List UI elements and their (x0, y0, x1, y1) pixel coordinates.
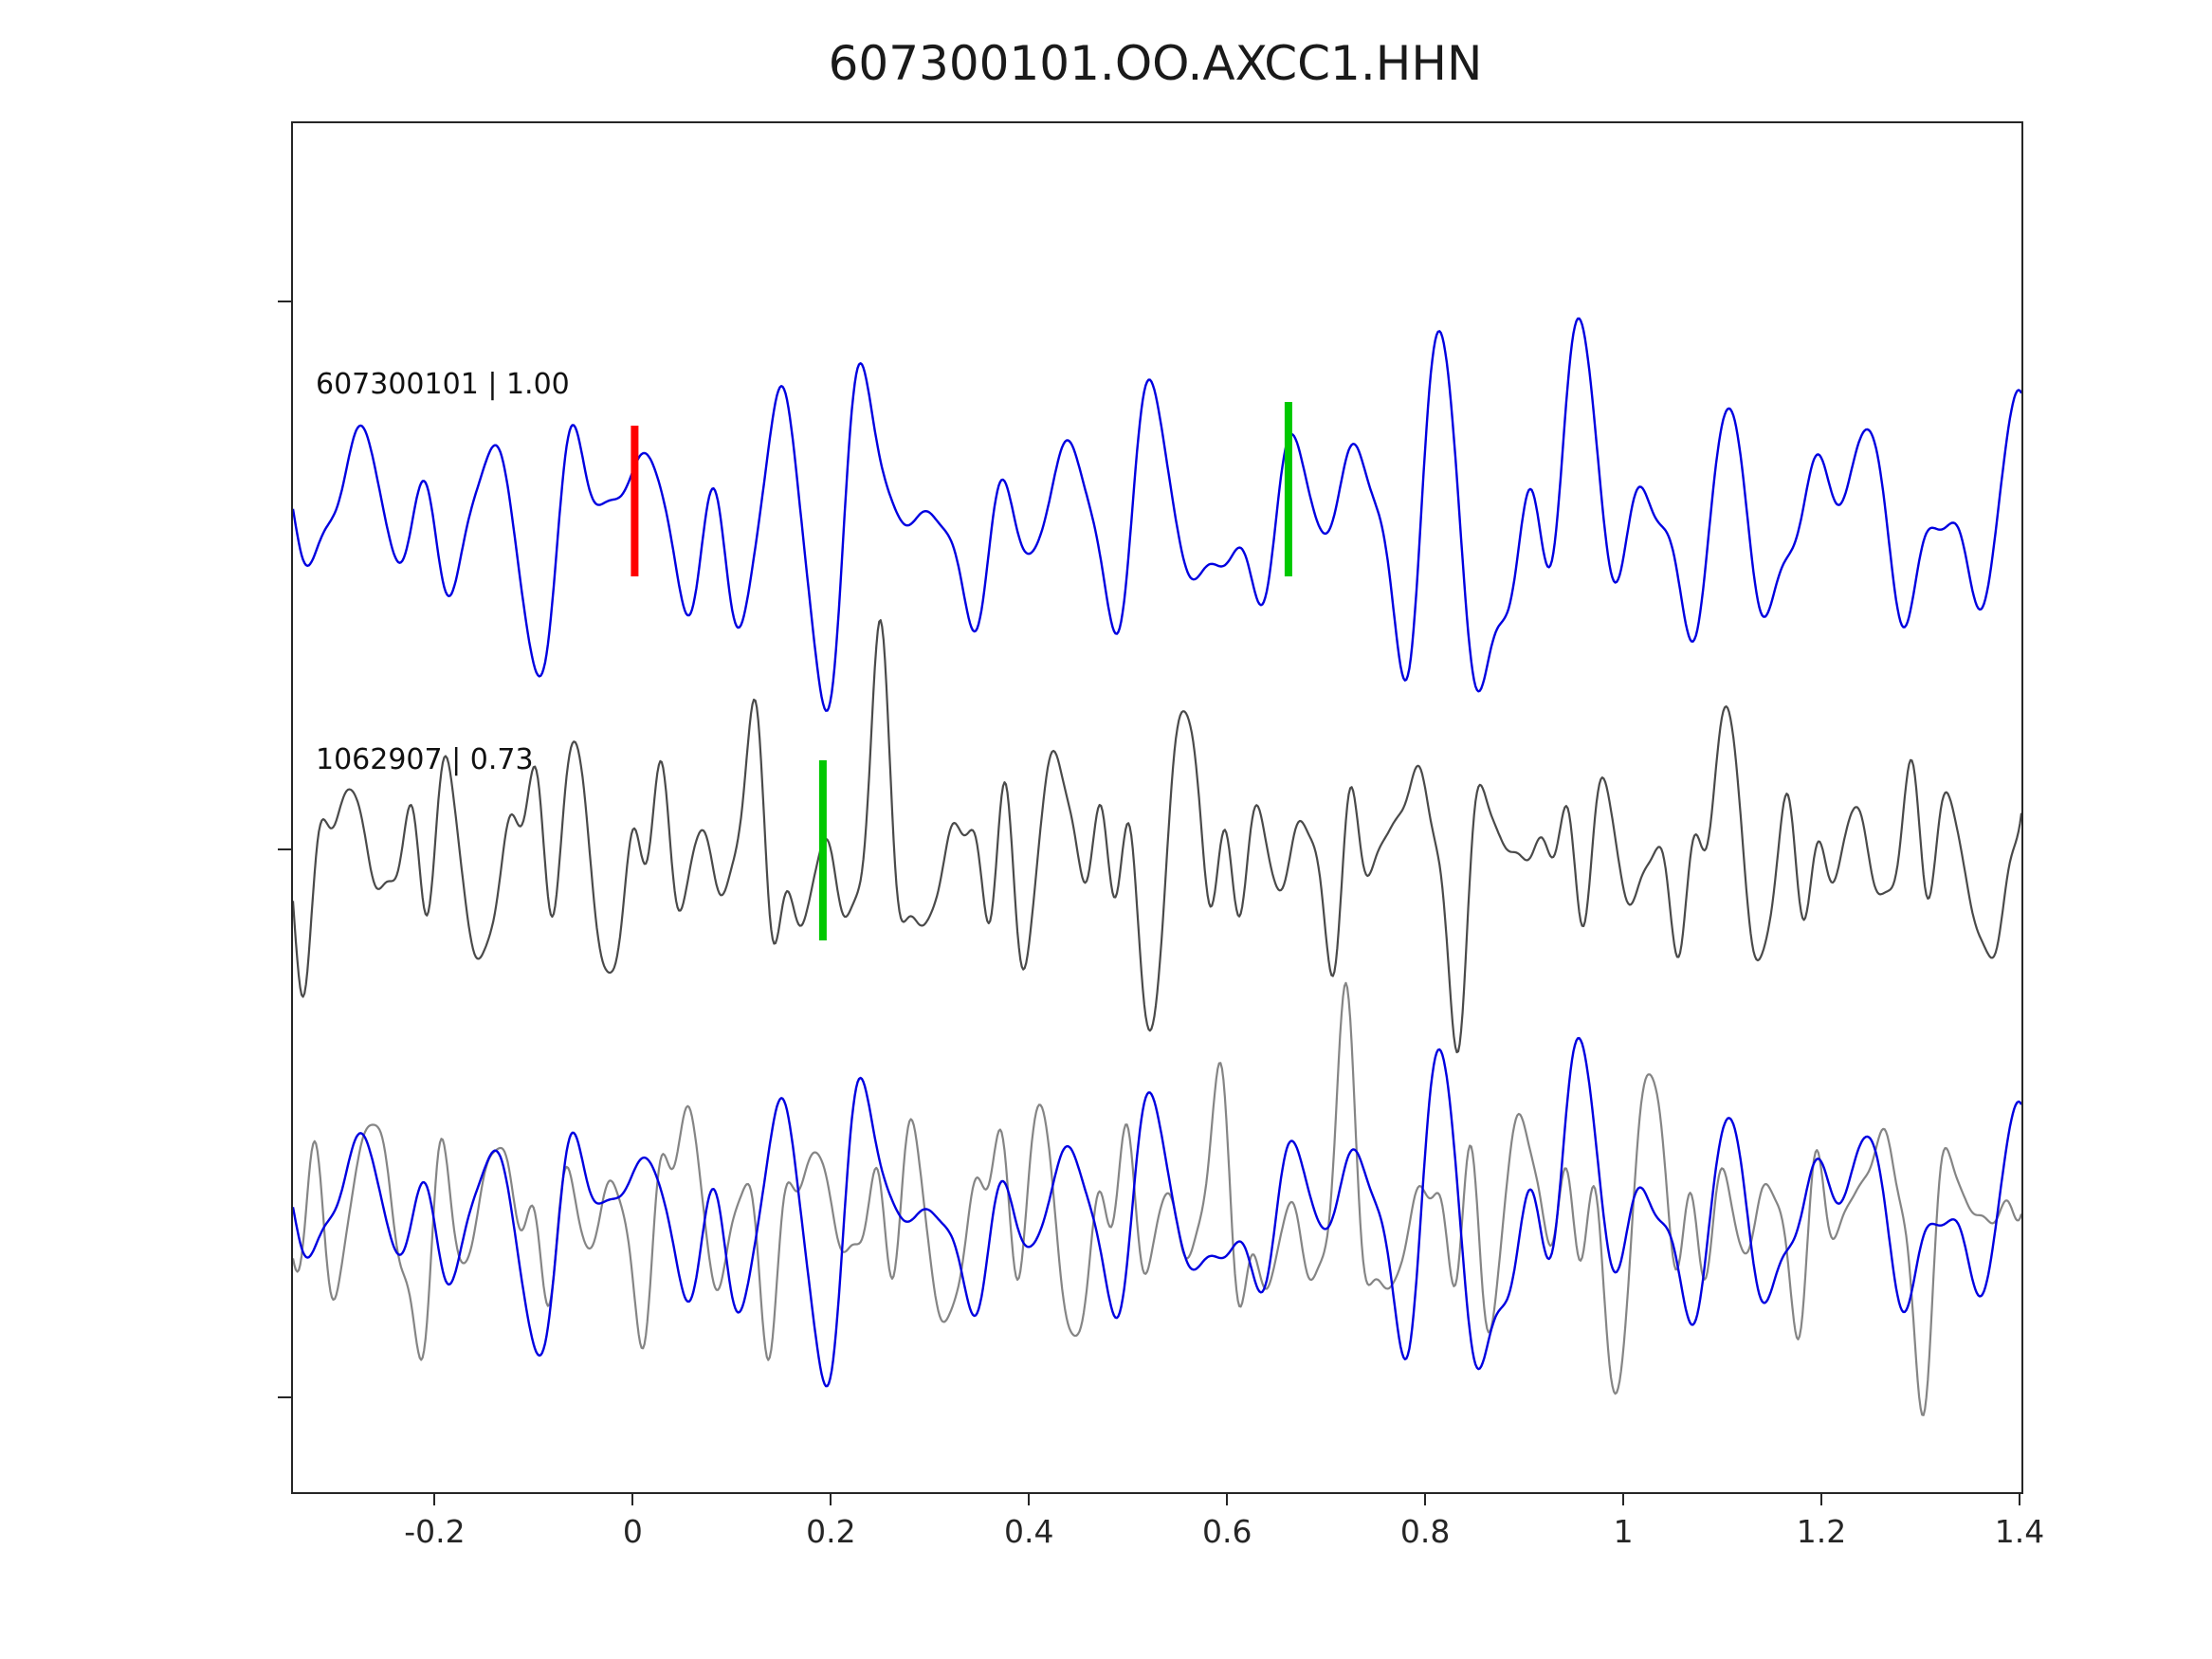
trace-label-template: 607300101 | 1.00 (316, 368, 570, 401)
x-tick-label: 0 (622, 1513, 643, 1550)
x-tick-mark (830, 1492, 832, 1505)
x-tick-mark (631, 1492, 634, 1505)
x-tick-mark (1028, 1492, 1031, 1505)
detection-pick-marker (818, 760, 827, 940)
x-tick-label: 1 (1613, 1513, 1634, 1550)
template-align-marker (1284, 402, 1292, 576)
plot-area (291, 121, 2023, 1494)
waveform-overlay-template (293, 1036, 2021, 1388)
x-tick-label: 0.4 (1004, 1513, 1054, 1550)
waveform-detection (293, 619, 2021, 1054)
x-tick-mark (1820, 1492, 1823, 1505)
x-tick-label: -0.2 (404, 1513, 466, 1550)
x-tick-label: 0.2 (806, 1513, 856, 1550)
waveform-canvas (293, 317, 2021, 1416)
waveform-overlay-detection (293, 981, 2021, 1416)
y-tick-mark (278, 301, 291, 302)
x-tick-label: 1.2 (1796, 1513, 1847, 1550)
x-tick-mark (2019, 1492, 2020, 1505)
trace-label-detection: 1062907 | 0.73 (316, 743, 534, 776)
x-tick-label: 1.4 (1994, 1513, 2045, 1550)
waveform-template (293, 317, 2021, 712)
y-tick-mark (278, 1396, 291, 1398)
template-pick-marker (631, 426, 639, 576)
chart-title: 607300101.OO.AXCC1.HHN (828, 36, 1483, 91)
x-tick-mark (433, 1492, 436, 1505)
x-tick-label: 0.6 (1201, 1513, 1252, 1550)
x-tick-mark (1424, 1492, 1427, 1505)
x-tick-mark (1622, 1492, 1625, 1505)
x-tick-mark (1226, 1492, 1229, 1505)
y-tick-mark (278, 848, 291, 850)
x-tick-label: 0.8 (1399, 1513, 1451, 1550)
